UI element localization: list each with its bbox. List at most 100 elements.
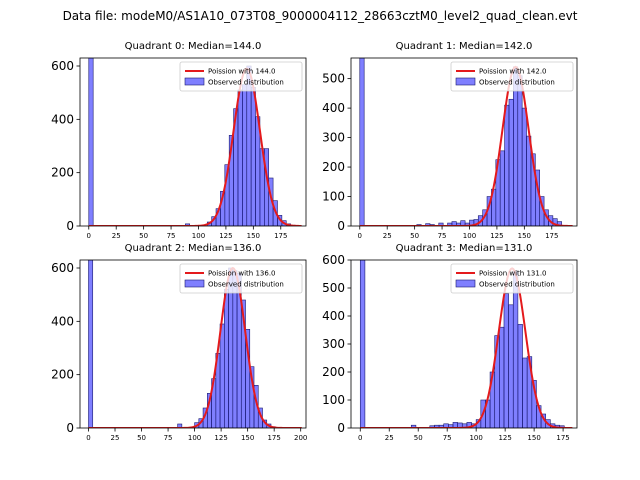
x-tick-label: 100: [192, 232, 205, 240]
y-tick-label: 400: [322, 101, 345, 115]
histogram-bar: [359, 58, 365, 226]
legend-line-label: Poission with 144.0: [208, 68, 276, 76]
histogram-bar: [177, 423, 183, 428]
x-tick-label: 150: [247, 232, 260, 240]
x-tick-label: 175: [545, 232, 558, 240]
histogram-bar: [522, 357, 528, 428]
histogram-bar: [503, 293, 509, 428]
histogram-bar: [499, 150, 505, 226]
x-tick-label: 25: [385, 434, 394, 442]
x-tick-label: 75: [167, 232, 176, 240]
y-tick-label: 600: [322, 253, 345, 267]
y-tick-label: 100: [322, 393, 345, 407]
x-tick-label: 50: [414, 434, 423, 442]
y-tick-label: 600: [51, 59, 74, 73]
y-tick-label: 500: [322, 72, 345, 86]
histogram-bar: [88, 260, 94, 428]
panel-quadrant-3: 0 100 200 300 400 500 600 0 25 50 75 100 125 150 175 Qu…: [322, 243, 578, 442]
x-tick-label: 125: [498, 434, 511, 442]
histogram-bar: [232, 270, 238, 428]
legend-bar-swatch: [455, 77, 476, 86]
legend-line-label: Poission with 142.0: [479, 68, 547, 76]
legend-bar-label: Observed distribution: [479, 79, 555, 87]
y-tick-label: 0: [337, 421, 345, 435]
histogram-bar: [250, 87, 256, 226]
histogram-bar: [556, 221, 562, 226]
panel-title: Quadrant 1: Median=142.0: [396, 41, 533, 52]
legend: Poission with 142.0 Observed distribution: [450, 61, 574, 92]
x-tick-label: 0: [358, 434, 362, 442]
legend: Poission with 136.0 Observed distribution: [179, 263, 303, 294]
y-tick-label: 200: [51, 166, 74, 180]
histogram-bar: [410, 424, 417, 428]
histogram-bar: [88, 58, 94, 226]
x-tick-label: 100: [469, 434, 482, 442]
panel-quadrant-0: 0 200 400 600 0 25 50 75 100 125 150 175 Quadrant 0:…: [51, 41, 307, 240]
x-tick-label: 50: [410, 232, 419, 240]
x-tick-label: 25: [112, 232, 121, 240]
histogram-bar: [512, 270, 519, 428]
x-tick-label: 200: [294, 434, 307, 442]
panel-title: Quadrant 0: Median=144.0: [125, 41, 262, 52]
histogram-bar: [521, 107, 527, 226]
y-tick-label: 300: [322, 131, 345, 145]
x-tick-label: 25: [111, 434, 120, 442]
y-tick-label: 200: [322, 365, 345, 379]
y-tick-label: 200: [51, 368, 74, 382]
panel-quadrant-2: 0 200 400 600 0 25 50 75 100 125 150 175 200 Quadrant…: [51, 243, 307, 442]
x-tick-label: 100: [463, 232, 476, 240]
histogram-bar: [499, 326, 505, 428]
x-tick-label: 0: [86, 434, 90, 442]
x-tick-label: 50: [137, 434, 146, 442]
legend-line-label: Poission with 136.0: [208, 270, 276, 278]
axes-frame: [350, 57, 578, 227]
histogram-bar: [504, 104, 510, 226]
legend: Poission with 131.0 Observed distribution: [450, 263, 574, 294]
legend-bar-label: Observed distribution: [208, 281, 284, 289]
histogram-bar: [526, 135, 532, 226]
histogram-bar: [508, 304, 514, 428]
x-tick-label: 0: [87, 232, 91, 240]
legend-bar-label: Observed distribution: [208, 79, 284, 87]
histogram-bar: [219, 323, 225, 428]
axes-frame: [79, 259, 307, 429]
y-tick-label: 0: [66, 421, 74, 435]
panel-title: Quadrant 2: Median=136.0: [125, 243, 262, 254]
y-tick-label: 400: [322, 309, 345, 323]
x-tick-label: 125: [490, 232, 503, 240]
legend-bar-swatch: [455, 279, 476, 288]
x-tick-label: 150: [527, 434, 540, 442]
figure-title: Data file: modeM0/AS1A10_073T08_90000041…: [63, 9, 578, 23]
y-tick-label: 0: [337, 219, 345, 233]
histogram-bar: [185, 223, 191, 226]
y-tick-label: 300: [322, 337, 345, 351]
x-tick-label: 175: [267, 434, 280, 442]
x-tick-label: 175: [274, 232, 287, 240]
x-tick-label: 150: [241, 434, 254, 442]
y-tick-label: 600: [51, 261, 74, 275]
panel-quadrant-1: 0 100 200 300 400 500 0 25 50 75 100 125 150 175 Quadr…: [322, 41, 578, 240]
legend-bar-swatch: [184, 77, 205, 86]
y-tick-label: 500: [322, 281, 345, 295]
y-tick-label: 0: [66, 219, 74, 233]
histogram-bar: [517, 324, 523, 428]
legend-bar-swatch: [184, 279, 205, 288]
poisson-curve: [88, 266, 302, 428]
y-tick-label: 200: [322, 160, 345, 174]
histogram-bar: [508, 98, 514, 226]
legend-bar-label: Observed distribution: [479, 281, 555, 289]
legend: Poission with 144.0 Observed distribution: [179, 61, 303, 92]
panel-title: Quadrant 3: Median=131.0: [396, 243, 533, 254]
x-tick-label: 125: [219, 232, 232, 240]
x-tick-label: 75: [438, 232, 447, 240]
axes-frame: [79, 57, 307, 227]
x-tick-label: 0: [358, 232, 362, 240]
y-tick-label: 400: [51, 314, 74, 328]
histogram-bar: [242, 84, 248, 226]
y-tick-label: 400: [51, 112, 74, 126]
x-tick-label: 50: [139, 232, 148, 240]
histogram-bars: [359, 260, 565, 428]
x-tick-label: 75: [164, 434, 173, 442]
histogram-bar: [517, 75, 523, 226]
